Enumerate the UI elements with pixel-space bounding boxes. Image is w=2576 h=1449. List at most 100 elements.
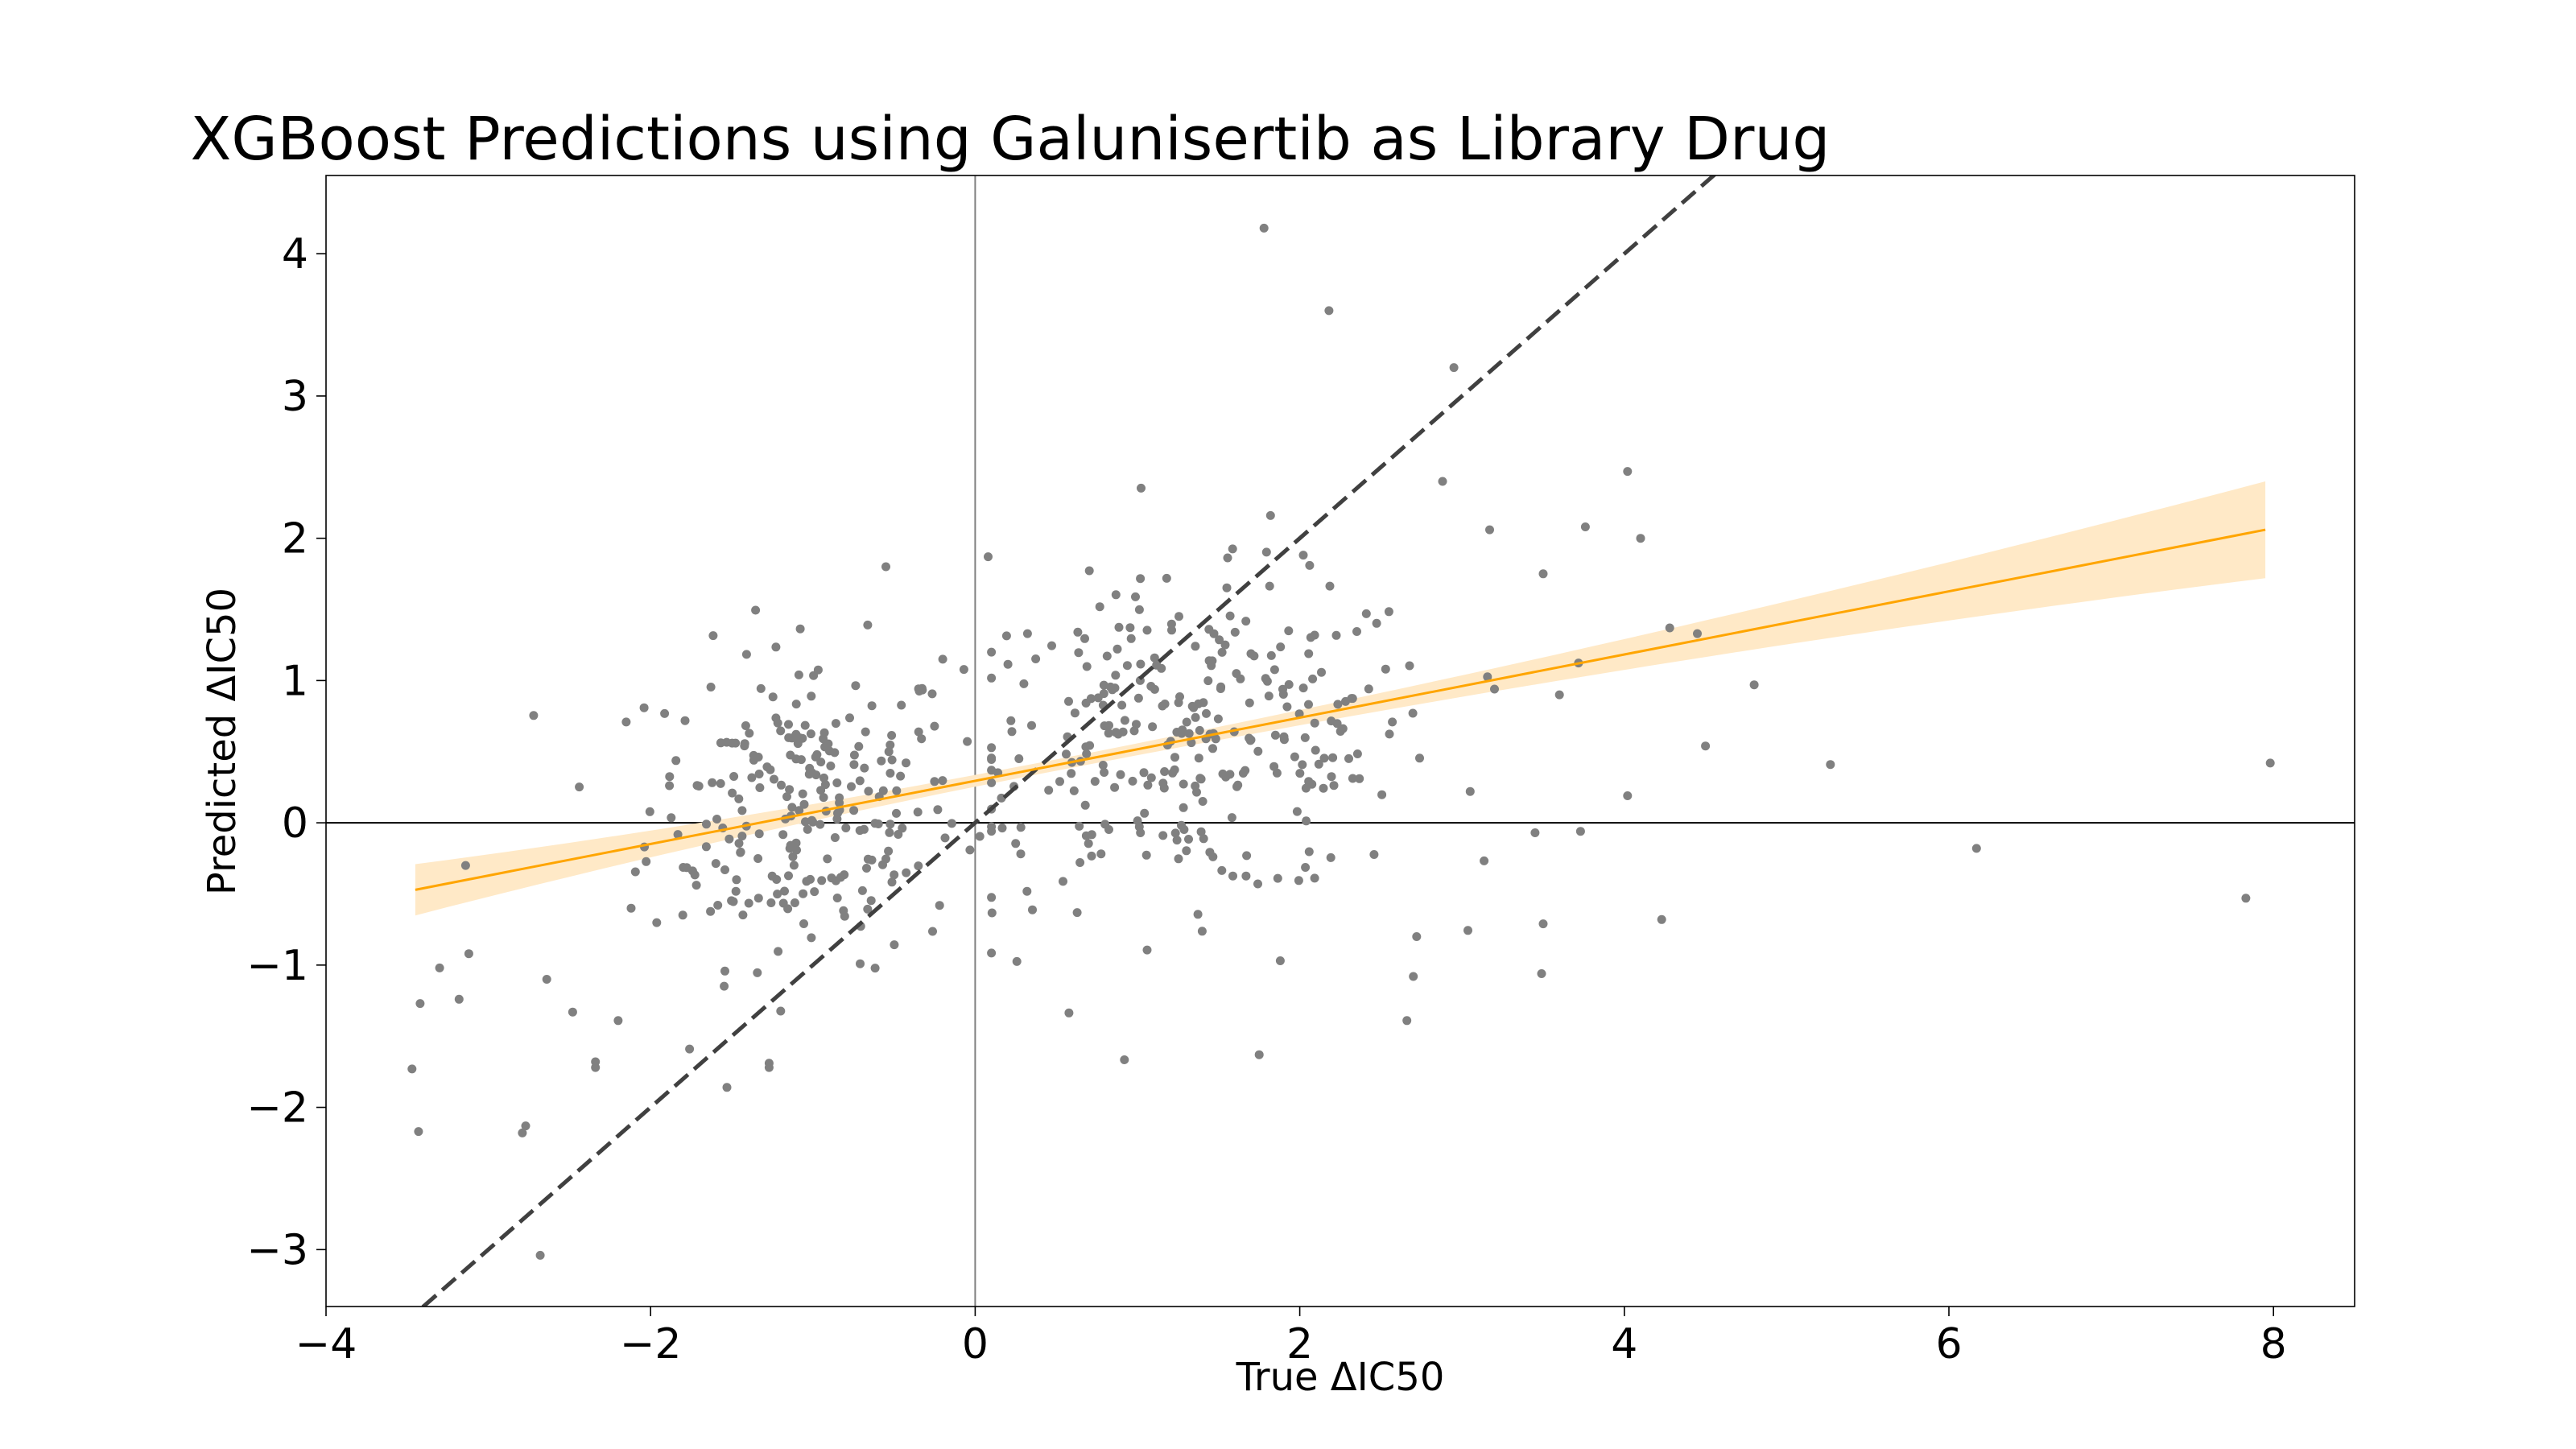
data-point xyxy=(857,886,867,895)
data-point xyxy=(1067,769,1076,778)
data-point xyxy=(1158,831,1168,840)
data-point xyxy=(1001,631,1011,641)
data-point xyxy=(798,789,807,799)
data-point xyxy=(1167,625,1176,635)
data-point xyxy=(794,670,803,679)
data-point xyxy=(1198,797,1208,806)
data-point xyxy=(1106,682,1115,691)
data-point xyxy=(1270,730,1280,740)
data-point xyxy=(1195,725,1204,735)
data-point xyxy=(933,805,943,815)
data-point xyxy=(1084,839,1093,848)
data-point xyxy=(1333,700,1343,709)
data-point xyxy=(813,665,823,675)
data-point xyxy=(772,875,782,884)
data-point xyxy=(1241,871,1251,881)
data-point xyxy=(866,896,876,906)
data-point xyxy=(791,700,801,709)
data-point xyxy=(1139,768,1149,778)
data-point xyxy=(1292,807,1302,816)
y-tick-label: 3 xyxy=(282,373,308,421)
data-point xyxy=(790,898,799,907)
data-point xyxy=(1538,919,1548,929)
data-point xyxy=(1113,644,1122,654)
data-point xyxy=(1249,651,1259,661)
data-point xyxy=(613,1016,623,1026)
data-point xyxy=(1196,827,1206,836)
data-point xyxy=(832,894,842,902)
data-point xyxy=(678,910,687,920)
data-point xyxy=(1307,779,1317,789)
data-point xyxy=(1282,702,1292,712)
data-point xyxy=(793,739,803,749)
data-point xyxy=(1575,827,1585,836)
y-tick-label: 0 xyxy=(282,799,308,848)
data-point xyxy=(1028,905,1037,914)
data-point xyxy=(1116,770,1125,779)
data-point xyxy=(805,763,815,773)
data-point xyxy=(1184,835,1193,844)
data-point xyxy=(1197,927,1207,936)
plot-area xyxy=(326,175,2355,1307)
data-point xyxy=(878,860,887,869)
data-point xyxy=(771,713,781,723)
data-point xyxy=(1266,650,1276,660)
data-point xyxy=(1261,547,1271,557)
data-point xyxy=(1064,696,1073,706)
data-point xyxy=(1254,1050,1264,1059)
data-point xyxy=(1075,821,1084,831)
data-point xyxy=(1623,467,1633,477)
data-point xyxy=(1276,642,1286,652)
data-point xyxy=(535,1250,545,1260)
data-point xyxy=(884,747,894,757)
data-point xyxy=(731,886,741,896)
data-point xyxy=(1298,760,1307,770)
y-tick-label: 2 xyxy=(282,515,308,564)
data-point xyxy=(1019,679,1029,688)
data-point xyxy=(1150,653,1159,663)
data-point xyxy=(863,620,873,630)
data-point xyxy=(863,854,873,864)
data-point xyxy=(1304,700,1313,709)
data-point xyxy=(706,906,716,916)
data-point xyxy=(729,897,738,906)
data-point xyxy=(694,782,704,791)
data-point xyxy=(783,904,793,914)
data-point xyxy=(826,762,836,770)
data-point xyxy=(861,727,870,737)
data-point xyxy=(1120,716,1129,725)
data-point xyxy=(744,898,753,908)
data-point xyxy=(1465,786,1475,796)
data-point xyxy=(1228,544,1237,554)
data-point xyxy=(1311,745,1320,755)
data-point xyxy=(1069,786,1079,795)
data-point xyxy=(1217,865,1227,875)
data-point xyxy=(987,743,997,753)
data-point xyxy=(1304,649,1314,658)
data-point xyxy=(722,1083,732,1092)
data-point xyxy=(1179,779,1188,789)
data-point xyxy=(755,783,765,792)
data-point xyxy=(1485,525,1494,535)
data-point xyxy=(902,868,911,877)
data-point xyxy=(708,778,717,787)
data-point xyxy=(728,788,737,798)
data-point xyxy=(680,716,690,725)
data-point xyxy=(987,827,997,836)
data-point xyxy=(789,861,799,870)
data-point xyxy=(890,870,899,880)
data-point xyxy=(1072,908,1082,918)
data-point xyxy=(753,894,763,903)
data-point xyxy=(1016,823,1026,832)
data-point xyxy=(1294,709,1304,719)
data-point xyxy=(890,940,899,950)
data-point xyxy=(639,703,649,712)
data-point xyxy=(1328,753,1338,762)
data-point xyxy=(737,806,747,815)
data-point xyxy=(1095,602,1104,612)
data-point xyxy=(784,720,793,729)
data-point xyxy=(1204,656,1214,666)
data-point xyxy=(1284,626,1294,636)
data-point xyxy=(1223,553,1232,563)
data-point xyxy=(892,808,901,818)
